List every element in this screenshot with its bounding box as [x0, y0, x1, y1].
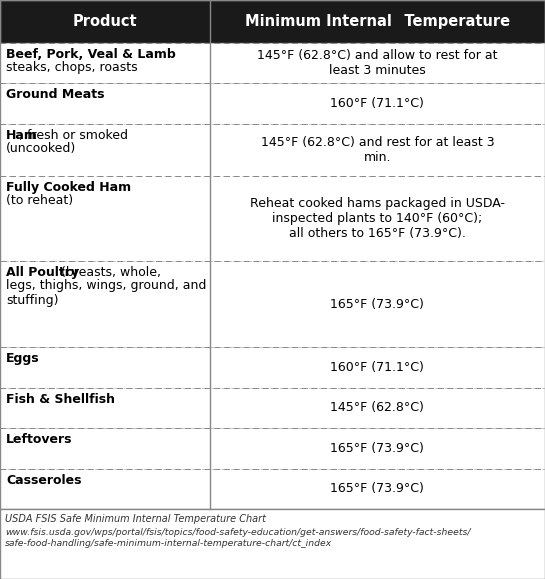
Text: Leftovers: Leftovers	[6, 433, 72, 446]
Text: Casseroles: Casseroles	[6, 474, 82, 486]
Text: 145°F (62.8°C) and rest for at least 3
min.: 145°F (62.8°C) and rest for at least 3 m…	[261, 136, 494, 164]
Text: steaks, chops, roasts: steaks, chops, roasts	[6, 61, 138, 74]
Bar	[0, 176, 545, 261]
Text: (breasts, whole,: (breasts, whole,	[53, 266, 161, 279]
Bar	[0, 43, 545, 83]
Text: 165°F (73.9°C): 165°F (73.9°C)	[330, 298, 425, 311]
Bar	[0, 124, 545, 176]
Text: Minimum Internal  Temperature: Minimum Internal Temperature	[245, 14, 510, 29]
Text: Product: Product	[72, 14, 137, 29]
Text: legs, thighs, wings, ground, and
stuffing): legs, thighs, wings, ground, and stuffin…	[6, 280, 207, 307]
Bar	[0, 347, 545, 387]
Text: USDA FSIS Safe Minimum Internal Temperature Chart: USDA FSIS Safe Minimum Internal Temperat…	[5, 514, 266, 524]
Bar	[0, 83, 545, 124]
Bar	[0, 509, 545, 579]
Text: Beef, Pork, Veal & Lamb: Beef, Pork, Veal & Lamb	[6, 48, 175, 61]
Text: 145°F (62.8°C) and allow to rest for at
least 3 minutes: 145°F (62.8°C) and allow to rest for at …	[257, 49, 498, 77]
Text: All Poultry: All Poultry	[6, 266, 79, 279]
Bar	[0, 468, 545, 509]
Text: Fully Cooked Ham: Fully Cooked Ham	[6, 181, 131, 194]
Text: 160°F (71.1°C): 160°F (71.1°C)	[330, 97, 425, 110]
Text: Ham: Ham	[6, 129, 38, 142]
Bar	[0, 261, 545, 347]
Text: Fish & Shellfish: Fish & Shellfish	[6, 393, 115, 405]
Text: 165°F (73.9°C): 165°F (73.9°C)	[330, 442, 425, 455]
Bar	[0, 428, 545, 468]
Text: Ground Meats: Ground Meats	[6, 89, 105, 101]
Bar	[0, 0, 545, 509]
Text: Eggs: Eggs	[6, 352, 40, 365]
Text: Reheat cooked hams packaged in USDA-
inspected plants to 140°F (60°C);
all other: Reheat cooked hams packaged in USDA- ins…	[250, 197, 505, 240]
Text: 145°F (62.8°C): 145°F (62.8°C)	[330, 401, 425, 415]
Bar	[0, 0, 545, 43]
Text: www.fsis.usda.gov/wps/portal/fsis/topics/food-safety-education/get-answers/food-: www.fsis.usda.gov/wps/portal/fsis/topics…	[5, 528, 470, 548]
Text: 160°F (71.1°C): 160°F (71.1°C)	[330, 361, 425, 373]
Text: , fresh or smoked: , fresh or smoked	[19, 129, 128, 142]
Text: (uncooked): (uncooked)	[6, 142, 76, 155]
Text: (to reheat): (to reheat)	[6, 194, 73, 207]
Bar	[0, 387, 545, 428]
Text: 165°F (73.9°C): 165°F (73.9°C)	[330, 482, 425, 496]
